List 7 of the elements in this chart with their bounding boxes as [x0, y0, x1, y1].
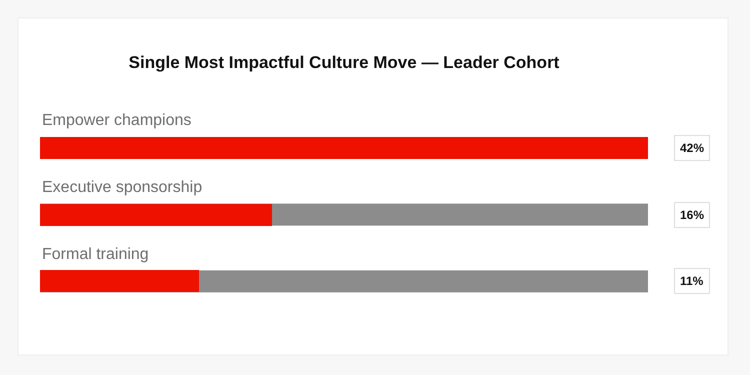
y-tick-label: Formal training [42, 246, 149, 263]
data-label: 11% [680, 274, 704, 288]
chart-title: Single Most Impactful Culture Move — Leader Cohort [128, 52, 560, 72]
data-label: 42% [680, 141, 704, 155]
y-tick-label: Empower champions [42, 112, 192, 129]
y-tick-label: Executive sponsorship [42, 179, 202, 196]
data-label: 16% [680, 208, 704, 222]
